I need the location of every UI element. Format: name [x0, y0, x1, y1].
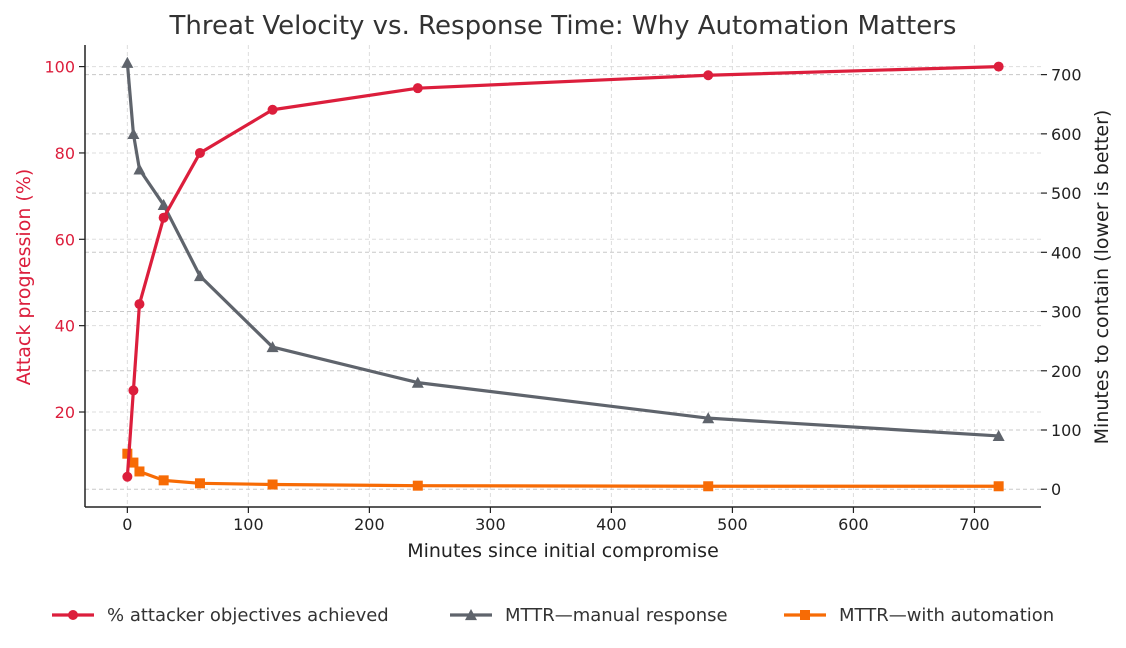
data-point — [128, 385, 139, 396]
series-triangle — [121, 56, 1005, 442]
data-point — [411, 376, 424, 388]
legend-item: MTTR—manual response — [450, 605, 728, 626]
series-square — [122, 448, 1004, 492]
x-tick-label: 400 — [596, 515, 627, 534]
y-left-tick-label: 80 — [55, 144, 75, 163]
data-point — [121, 56, 134, 68]
y-axis-right-label: Minutes to contain (lower is better) — [1091, 110, 1113, 445]
x-tick-label: 200 — [354, 515, 385, 534]
data-point — [267, 479, 278, 490]
legend-label: MTTR—with automation — [839, 605, 1054, 626]
y-right-tick-label: 100 — [1051, 421, 1082, 440]
legend-swatch-marker — [800, 610, 810, 620]
y-left-tick-label: 40 — [55, 317, 75, 336]
x-tick-label: 300 — [475, 515, 506, 534]
y-left-tick-label: 60 — [55, 230, 75, 249]
y-right-tick-label: 700 — [1051, 66, 1082, 85]
legend-swatch-marker — [465, 609, 477, 621]
series-circle — [122, 61, 1004, 482]
data-point — [993, 61, 1004, 72]
data-point — [412, 480, 423, 491]
legend-item: % attacker objectives achieved — [52, 605, 389, 626]
data-point — [703, 70, 714, 81]
x-tick-label: 700 — [959, 515, 990, 534]
series-line — [125, 64, 999, 477]
data-point — [412, 83, 423, 94]
chart-title: Threat Velocity vs. Response Time: Why A… — [169, 11, 957, 41]
legend: % attacker objectives achieved MTTR—manua… — [52, 605, 1054, 626]
y-left-tick-label: 20 — [55, 403, 75, 422]
legend-swatch-marker — [68, 610, 78, 620]
grid — [85, 45, 1041, 507]
y-left-tick-label: 100 — [44, 58, 75, 77]
legend-label: % attacker objectives achieved — [107, 605, 389, 626]
data-point — [193, 270, 206, 282]
data-point — [194, 478, 205, 489]
data-point — [134, 299, 145, 310]
data-point — [133, 163, 146, 175]
y-right-tick-label: 300 — [1051, 303, 1082, 322]
x-tick-label: 0 — [122, 515, 132, 534]
y-axis-left-label: Attack progression (%) — [13, 169, 35, 386]
y-right-tick-label: 0 — [1051, 480, 1061, 499]
data-point — [703, 481, 714, 492]
data-point — [127, 127, 140, 139]
series — [121, 56, 1005, 492]
legend-label: MTTR—manual response — [505, 605, 728, 626]
data-point — [158, 212, 169, 223]
data-point — [266, 341, 279, 353]
y-right-tick-label: 400 — [1051, 243, 1082, 262]
data-point — [158, 475, 169, 486]
data-point — [267, 104, 278, 115]
x-tick-label: 100 — [233, 515, 264, 534]
y-right-tick-label: 200 — [1051, 362, 1082, 381]
data-point — [993, 481, 1004, 492]
data-point — [992, 429, 1005, 442]
data-point — [128, 457, 139, 468]
ticks: 0 100 200 300 400 500 600 700 20 40 60 80 100 0 100 200… — [44, 58, 1081, 534]
data-point — [194, 147, 205, 158]
legend-item: MTTR—with automation — [784, 605, 1054, 626]
series-line — [126, 452, 999, 488]
y-right-tick-label: 600 — [1051, 125, 1082, 144]
data-point — [122, 448, 133, 459]
data-point — [157, 198, 170, 211]
x-tick-label: 500 — [717, 515, 748, 534]
axes — [84, 45, 1041, 508]
y-right-tick-label: 500 — [1051, 184, 1082, 203]
x-tick-label: 600 — [838, 515, 869, 534]
x-axis-label: Minutes since initial compromise — [407, 540, 719, 562]
data-point — [134, 466, 145, 477]
data-point — [702, 412, 715, 424]
data-point — [122, 471, 133, 482]
